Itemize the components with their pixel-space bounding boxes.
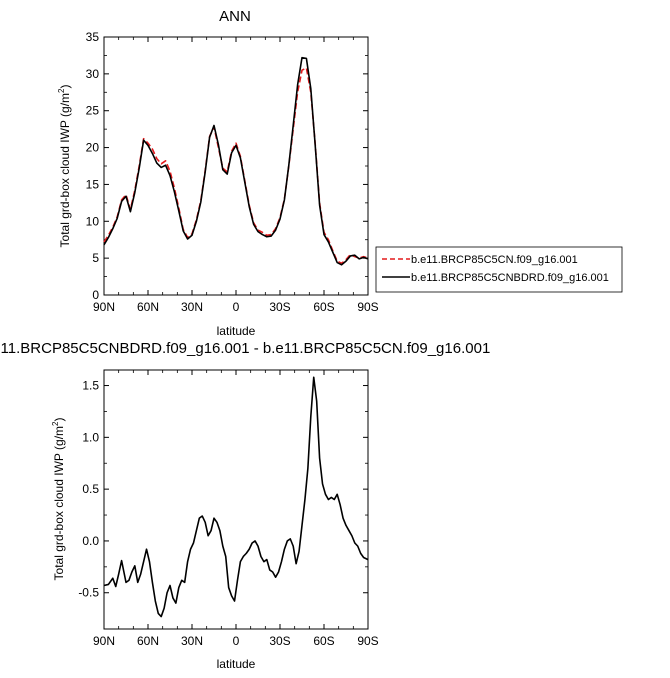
lower-panel-x-axis-label: latitude xyxy=(217,657,256,671)
upper-panel-y-axis-label-main: Total grd-box cloud IWP (g/m xyxy=(58,93,72,248)
lower-panel-ticks: 90N 60N 30N 0 30S 60S 90S -0.5 0.0 0.5 1.0 1.5 xyxy=(78,370,379,648)
lower-panel-y-tick-label: -0.5 xyxy=(78,586,99,600)
lower-panel-series-line-0 xyxy=(103,376,369,618)
lower-panel-x-tick-label: 60N xyxy=(137,634,159,648)
lower-panel-series xyxy=(103,376,369,618)
lower-panel-y-tick-label: 1.0 xyxy=(82,430,99,444)
legend: b.e11.BRCP85C5CN.f09_g16.001 b.e11.BRCP8… xyxy=(375,246,623,293)
upper-panel-y-tick-label: 30 xyxy=(86,67,100,81)
lower-panel-y-axis-label: Total grd-box cloud IWP (g/m2) xyxy=(51,418,66,581)
legend-box xyxy=(375,246,623,293)
lower-panel-x-tick-label: 30S xyxy=(269,634,290,648)
lower-panel-y-axis-label-main: Total grd-box cloud IWP (g/m xyxy=(52,426,66,581)
upper-panel-y-tick-label: 15 xyxy=(86,177,100,191)
upper-panel-x-tick-label: 60N xyxy=(137,300,159,314)
upper-panel: ANN 90N 60N 30N 0 30S 60S 90S 0 5 10 15 20 25 30 35 la… xyxy=(57,8,623,338)
upper-panel-y-tick-label: 20 xyxy=(86,141,100,155)
upper-panel-y-tick-label: 10 xyxy=(86,214,100,228)
upper-panel-ticks: 90N 60N 30N 0 30S 60S 90S 0 5 10 15 20 25 30 35 xyxy=(86,30,379,314)
upper-panel-y-tick-label: 5 xyxy=(92,251,99,265)
upper-panel-x-tick-label: 0 xyxy=(233,300,240,314)
upper-panel-title: ANN xyxy=(219,8,251,25)
lower-panel-x-tick-label: 90N xyxy=(93,634,115,648)
lower-panel-y-axis-label-sup: 2 xyxy=(51,421,60,426)
lower-panel-title: b.e11.BRCP85C5CNBDRD.f09_g16.001 - b.e11… xyxy=(0,340,490,357)
upper-panel-x-tick-label: 30N xyxy=(181,300,203,314)
upper-panel-x-axis-label: latitude xyxy=(217,324,256,338)
upper-panel-y-tick-label: 0 xyxy=(92,288,99,302)
upper-panel-series-line-1 xyxy=(103,56,369,266)
upper-panel-x-tick-label: 30S xyxy=(269,300,290,314)
lower-panel-y-axis-label-close: ) xyxy=(52,418,66,422)
lower-panel-y-tick-label: 0.0 xyxy=(82,534,99,548)
upper-panel-series-line-0 xyxy=(103,67,369,265)
upper-panel-y-axis-label-sup: 2 xyxy=(57,88,66,93)
lower-panel-y-tick-label: 0.5 xyxy=(82,482,99,496)
lower-panel-x-tick-label: 90S xyxy=(357,634,378,648)
lower-panel-x-tick-label: 60S xyxy=(313,634,334,648)
lower-panel-y-tick-label: 1.5 xyxy=(82,379,99,393)
upper-panel-x-tick-label: 90S xyxy=(357,300,378,314)
lower-panel-x-tick-label: 0 xyxy=(233,634,240,648)
upper-panel-series xyxy=(103,56,369,266)
lower-panel: b.e11.BRCP85C5CNBDRD.f09_g16.001 - b.e11… xyxy=(0,340,490,671)
upper-panel-y-axis-label: Total grd-box cloud IWP (g/m2) xyxy=(57,85,72,248)
upper-panel-x-tick-label: 90N xyxy=(93,300,115,314)
upper-panel-y-axis-label-close: ) xyxy=(58,85,72,89)
upper-panel-frame xyxy=(103,36,369,296)
legend-entry-1: b.e11.BRCP85C5CNBDRD.f09_g16.001 xyxy=(411,272,609,284)
upper-panel-x-tick-label: 60S xyxy=(313,300,334,314)
upper-panel-y-tick-label: 25 xyxy=(86,104,100,118)
legend-entry-0: b.e11.BRCP85C5CN.f09_g16.001 xyxy=(411,254,578,266)
lower-panel-x-tick-label: 30N xyxy=(181,634,203,648)
upper-panel-y-tick-label: 35 xyxy=(86,30,100,44)
